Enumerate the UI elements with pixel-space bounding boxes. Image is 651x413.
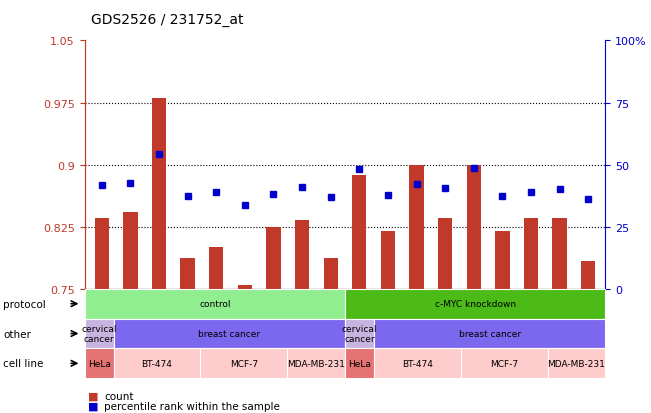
Text: MDA-MB-231: MDA-MB-231 [287, 359, 345, 368]
Text: cell line: cell line [3, 358, 44, 368]
Bar [238, 286, 252, 289]
Text: HeLa: HeLa [348, 359, 371, 368]
Bar [295, 221, 309, 289]
Text: MDA-MB-231: MDA-MB-231 [547, 359, 605, 368]
Bar [180, 259, 195, 289]
Text: ■: ■ [88, 401, 98, 411]
Text: protocol: protocol [3, 299, 46, 309]
Bar [152, 99, 166, 289]
Text: percentile rank within the sample: percentile rank within the sample [104, 401, 280, 411]
Bar [94, 219, 109, 289]
Text: ■: ■ [88, 391, 98, 401]
Text: other: other [3, 329, 31, 339]
Bar [524, 218, 538, 289]
Text: HeLa: HeLa [88, 359, 111, 368]
Bar [438, 218, 452, 289]
Bar [352, 176, 367, 289]
Text: GDS2526 / 231752_at: GDS2526 / 231752_at [91, 13, 243, 27]
Text: breast cancer: breast cancer [199, 329, 260, 338]
Text: BT-474: BT-474 [141, 359, 173, 368]
Bar [266, 227, 281, 289]
Text: c-MYC knockdown: c-MYC knockdown [435, 299, 516, 309]
Text: cervical
cancer: cervical cancer [342, 324, 377, 343]
Text: cervical
cancer: cervical cancer [81, 324, 117, 343]
Text: count: count [104, 391, 133, 401]
Bar [209, 248, 223, 289]
Text: breast cancer: breast cancer [459, 329, 521, 338]
Bar [581, 262, 596, 289]
Bar [123, 212, 137, 289]
Text: MCF-7: MCF-7 [490, 359, 518, 368]
Bar [324, 259, 338, 289]
Text: MCF-7: MCF-7 [230, 359, 258, 368]
Bar [495, 231, 510, 289]
Bar [553, 219, 567, 289]
Text: BT-474: BT-474 [402, 359, 433, 368]
Bar [409, 165, 424, 289]
Bar [381, 231, 395, 289]
Bar [467, 165, 481, 289]
Text: control: control [199, 299, 230, 309]
